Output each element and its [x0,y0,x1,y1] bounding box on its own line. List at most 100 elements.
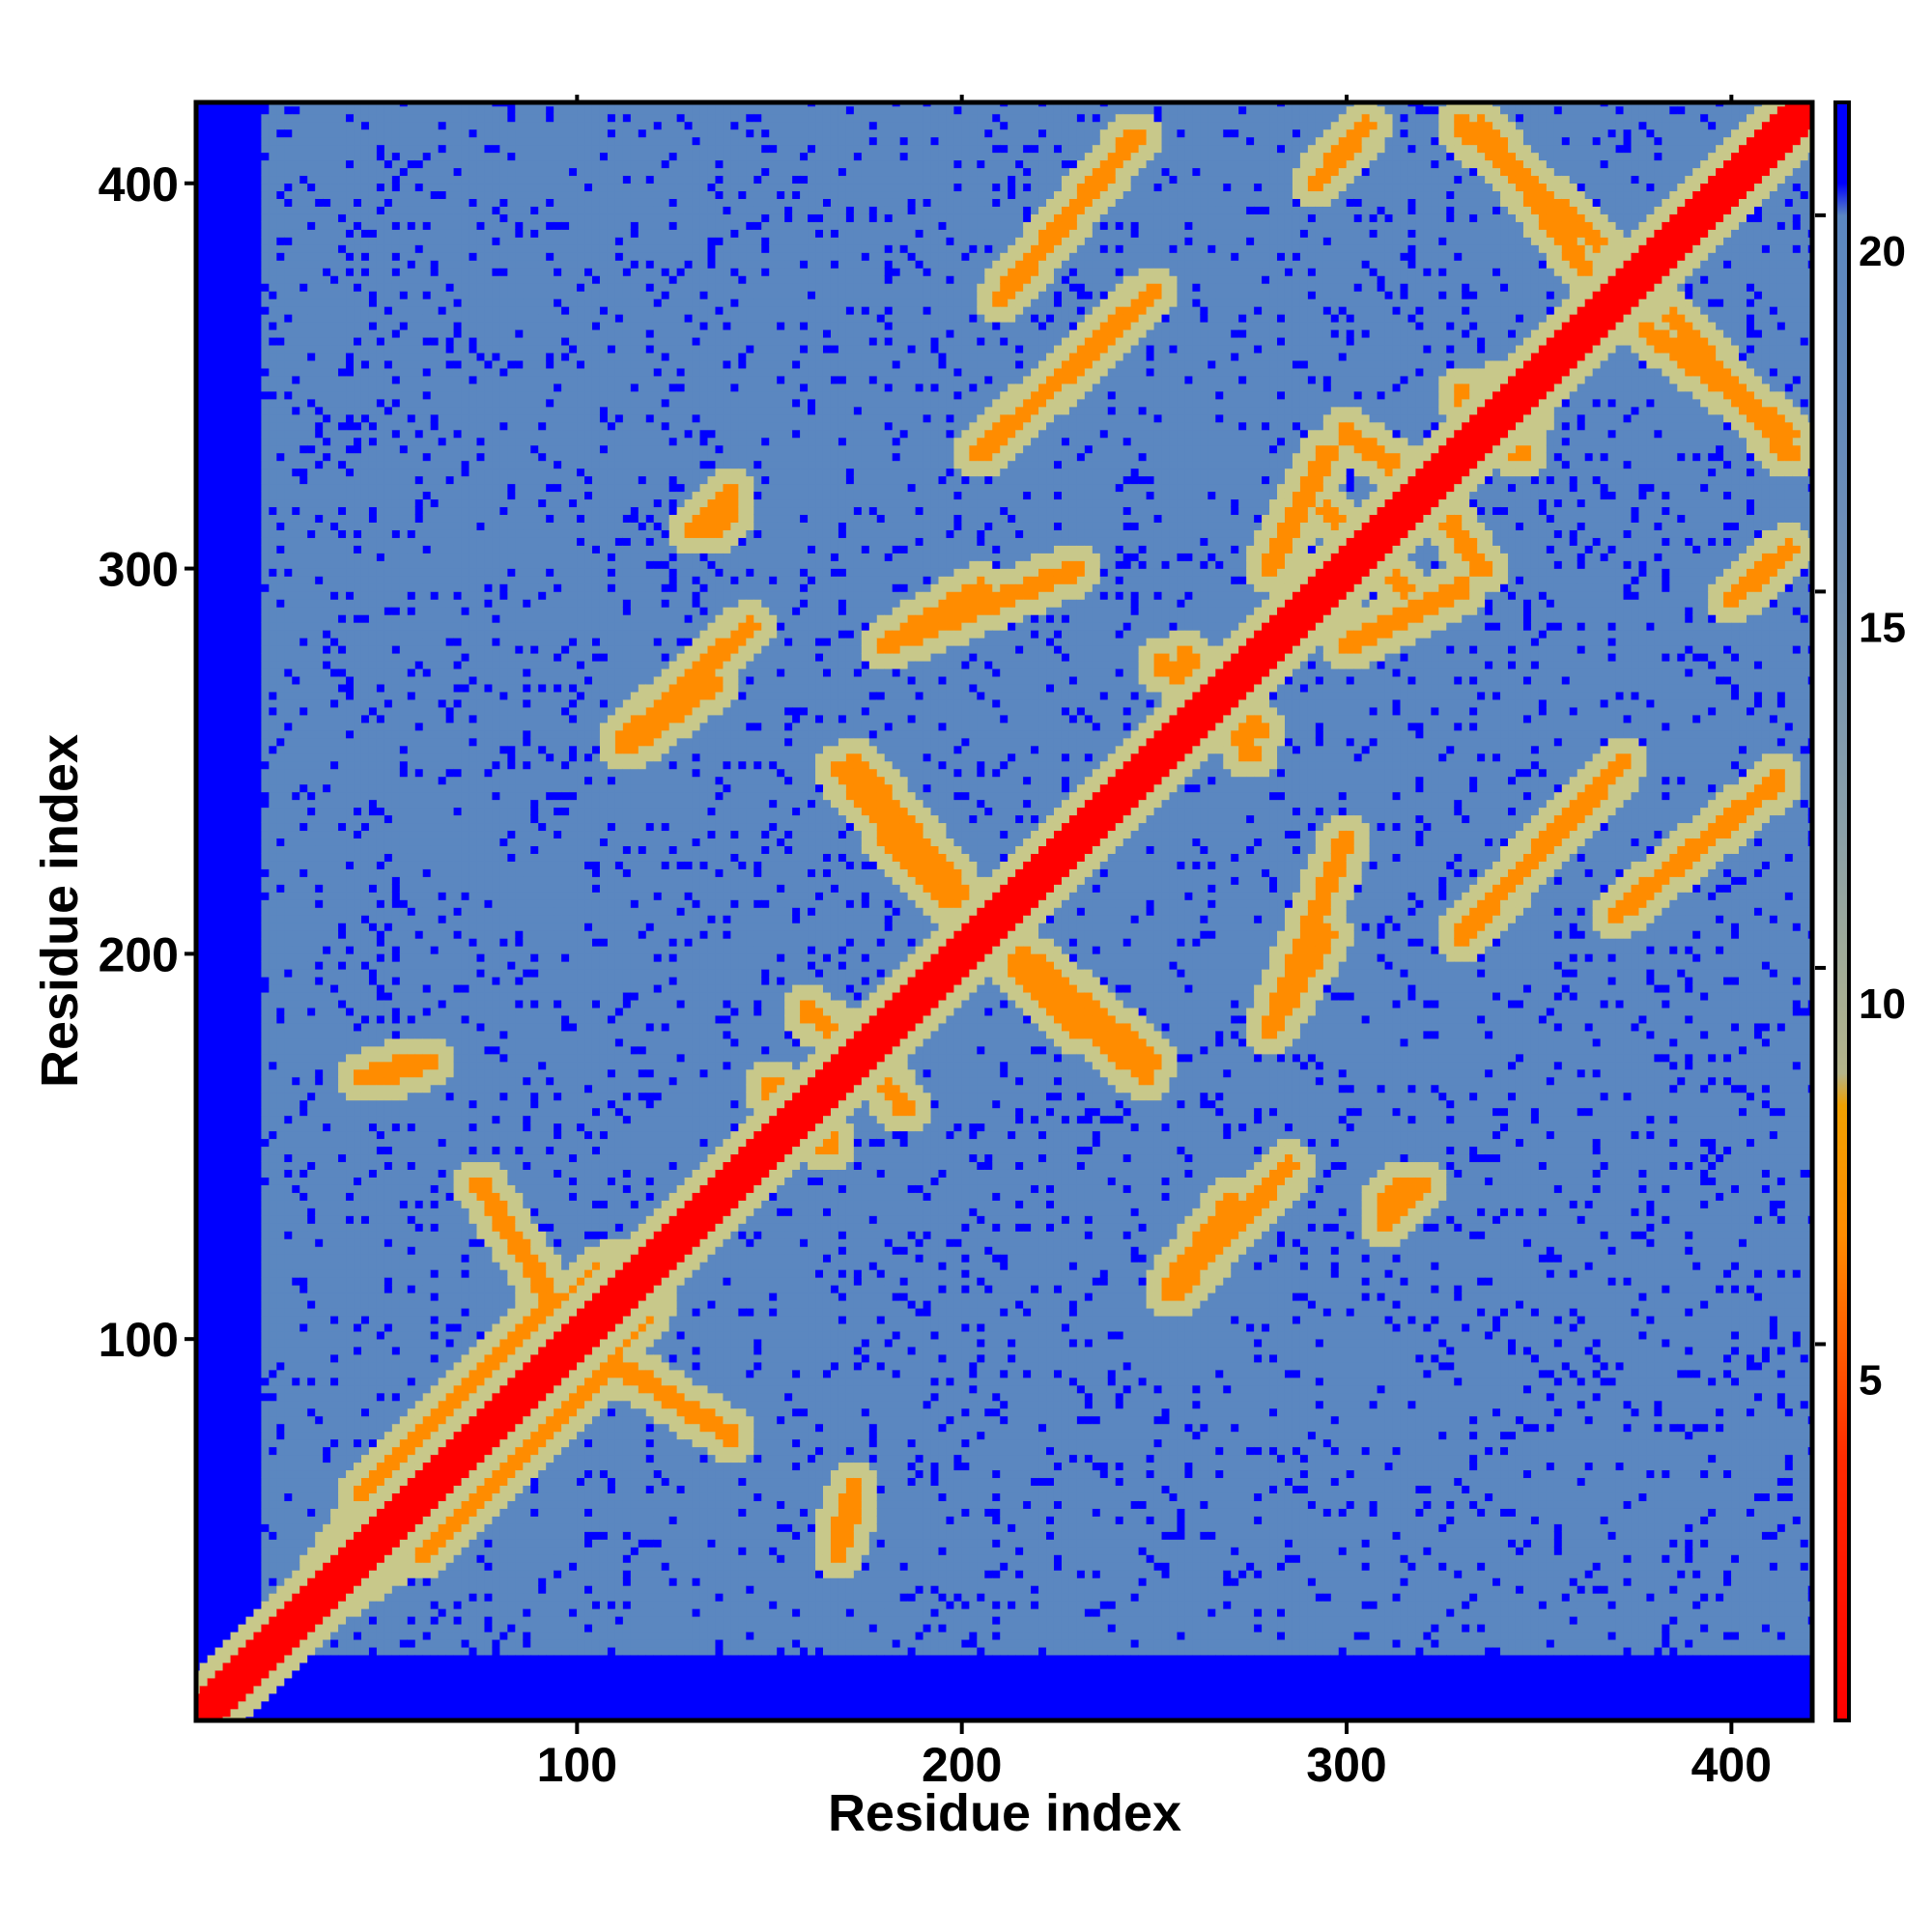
heatmap-cell [330,607,339,615]
heatmap-cell [200,1686,209,1694]
heatmap-cell [330,345,339,354]
heatmap-cell [292,1123,300,1132]
heatmap-cell [315,537,324,546]
heatmap-cell [215,1038,224,1047]
heatmap-cell [330,630,339,639]
heatmap-cell [200,114,209,123]
heatmap-cell [315,1192,324,1201]
heatmap-cell [223,645,232,654]
heatmap-cell [369,1693,378,1702]
heatmap-cell [330,730,339,739]
heatmap-cell [223,1316,232,1324]
heatmap-cell [231,599,240,608]
heatmap-cell [346,1200,355,1208]
heatmap-cell [299,1238,308,1247]
heatmap-cell [338,576,347,584]
heatmap-cell [361,322,370,330]
heatmap-cell [231,1054,240,1063]
heatmap-cell [231,1608,240,1617]
heatmap-cell [292,845,300,854]
heatmap-cell [307,930,316,939]
heatmap-cell [346,969,355,978]
heatmap-cell [231,746,240,754]
heatmap-cell [276,322,285,330]
heatmap-cell [253,1570,262,1578]
heatmap-cell [330,692,339,700]
heatmap-cell [284,1215,293,1224]
heatmap-cell [245,1192,254,1201]
heatmap-cell [239,1347,247,1355]
heatmap-cell [346,1455,355,1463]
heatmap-cell [307,568,316,577]
heatmap-cell [323,884,331,893]
heatmap-cell [292,1262,300,1270]
heatmap-cell [239,237,247,245]
heatmap-cell [200,221,209,230]
heatmap-cell [361,946,370,954]
heatmap-cell [223,699,232,708]
heatmap-cell [261,1184,270,1193]
heatmap-cell [239,1339,247,1348]
heatmap-cell [231,946,240,954]
heatmap-cell [307,892,316,900]
heatmap-cell [223,391,232,400]
heatmap-cell [354,1293,362,1301]
heatmap-cell [261,314,270,323]
heatmap-cell [269,830,277,838]
heatmap-cell [346,1093,355,1101]
heatmap-cell [346,1146,355,1154]
heatmap-cell [200,861,209,869]
heatmap-cell [245,1432,254,1440]
heatmap-cell [269,1455,277,1463]
heatmap-cell [338,314,347,323]
heatmap-cell [231,514,240,523]
heatmap-cell [354,1093,362,1101]
heatmap-cell [261,723,270,731]
heatmap-cell [361,1085,370,1094]
heatmap-cell [307,1655,316,1663]
heatmap-cell [231,1123,240,1132]
heatmap-cell [323,1585,331,1594]
heatmap-cell [200,899,209,908]
heatmap-cell [361,1131,370,1140]
heatmap-cell [369,707,378,716]
heatmap-cell [354,298,362,307]
heatmap-cell [354,1000,362,1009]
heatmap-cell [208,1570,216,1578]
heatmap-cell [253,777,262,785]
heatmap-cell [239,1678,247,1687]
heatmap-cell [215,1624,224,1633]
heatmap-cell [292,1492,300,1501]
heatmap-cell [292,275,300,284]
heatmap-cell [245,938,254,947]
heatmap-cell [261,876,270,885]
heatmap-cell [208,761,216,770]
heatmap-cell [338,353,347,361]
heatmap-cell [276,1455,285,1463]
heatmap-cell [261,676,270,685]
heatmap-cell [369,845,378,854]
heatmap-cell [323,645,331,654]
heatmap-cell [215,1131,224,1140]
heatmap-cell [223,368,232,377]
heatmap-cell [261,930,270,939]
heatmap-cell [208,553,216,561]
heatmap-cell [315,1608,324,1617]
heatmap-cell [239,283,247,292]
heatmap-cell [284,445,293,454]
heatmap-cell [253,430,262,439]
heatmap-cell [261,576,270,584]
heatmap-cell [208,1693,216,1702]
heatmap-cell [361,1447,370,1456]
heatmap-cell [361,168,370,177]
heatmap-cell [284,645,293,654]
heatmap-cell [239,1254,247,1263]
heatmap-cell [307,537,316,546]
heatmap-cell [330,221,339,230]
heatmap-cell [223,1455,232,1463]
heatmap-cell [323,1208,331,1216]
heatmap-cell [276,1015,285,1024]
heatmap-cell [215,830,224,838]
heatmap-cell [315,1554,324,1563]
heatmap-cell [231,614,240,623]
